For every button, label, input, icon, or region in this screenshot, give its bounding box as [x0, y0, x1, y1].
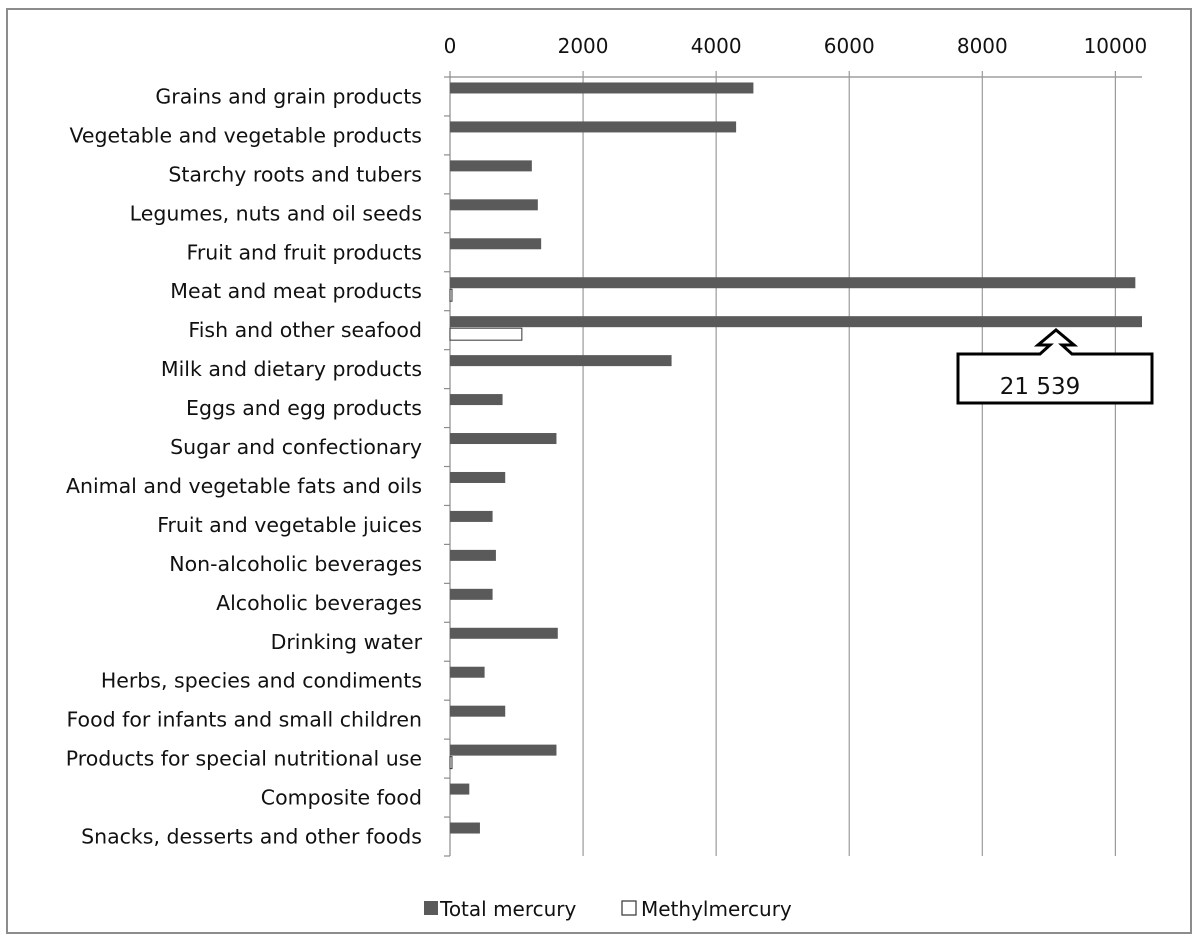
bar-total-mercury	[450, 277, 1136, 289]
bar-total-mercury	[450, 588, 493, 600]
category-label: Legumes, nuts and oil seeds	[130, 201, 422, 225]
bar-total-mercury	[450, 316, 1142, 328]
bar-methylmercury	[449, 288, 453, 302]
callout-box	[956, 328, 1154, 405]
category-label: Alcoholic beverages	[216, 591, 422, 615]
bar-total-mercury	[450, 705, 506, 717]
bar-total-mercury	[450, 238, 542, 250]
bars	[449, 82, 1142, 834]
value-callout: 21 539	[956, 328, 1154, 405]
legend-label-methylmercury: Methylmercury	[641, 897, 792, 921]
gridlines	[444, 71, 1142, 857]
category-label: Fruit and vegetable juices	[157, 513, 422, 537]
bar-total-mercury	[450, 394, 503, 406]
bar-total-mercury	[450, 783, 470, 795]
category-label: Snacks, desserts and other foods	[81, 825, 422, 849]
legend-label-total-mercury: Total mercury	[439, 897, 577, 921]
bar-total-mercury	[450, 471, 506, 483]
x-tick-label: 2000	[558, 34, 609, 58]
x-tick-label: 10000	[1084, 34, 1148, 58]
bar-total-mercury	[450, 82, 754, 94]
x-tick-label: 8000	[957, 34, 1008, 58]
bar-total-mercury	[450, 199, 538, 211]
bar-total-mercury	[450, 160, 532, 172]
legend-swatch-total-mercury	[424, 901, 438, 915]
legend-swatch-methylmercury	[621, 900, 637, 916]
chart-frame	[6, 8, 1192, 934]
category-label: Herbs, species and condiments	[101, 669, 422, 693]
bar-methylmercury	[449, 756, 453, 770]
x-tick-label: 6000	[824, 34, 875, 58]
category-label: Fruit and fruit products	[187, 240, 422, 264]
bar-total-mercury	[450, 744, 557, 756]
bar-total-mercury	[450, 549, 496, 561]
bar-total-mercury	[450, 121, 737, 133]
x-tick-label: 4000	[691, 34, 742, 58]
category-label: Fish and other seafood	[188, 318, 422, 342]
category-label: Eggs and egg products	[186, 396, 422, 420]
bar-total-mercury	[450, 433, 557, 445]
bar-total-mercury	[450, 627, 558, 639]
category-label: Composite food	[261, 786, 422, 810]
x-tick-label: 0	[444, 34, 457, 58]
category-label: Food for infants and small children	[66, 708, 422, 732]
category-label: Meat and meat products	[170, 279, 422, 303]
category-label: Animal and vegetable fats and oils	[66, 474, 422, 498]
bar-total-mercury	[450, 355, 672, 367]
bar-total-mercury	[450, 822, 480, 834]
category-label: Starchy roots and tubers	[168, 162, 422, 186]
bar-total-mercury	[450, 666, 485, 678]
category-label: Grains and grain products	[155, 84, 422, 108]
category-label: Sugar and confectionary	[170, 435, 422, 459]
category-label: Non-alcoholic beverages	[169, 552, 422, 576]
category-label: Products for special nutritional use	[66, 747, 422, 771]
category-label: Drinking water	[271, 630, 423, 654]
legend: Total mercury Methylmercury	[424, 897, 792, 921]
category-labels: Grains and grain products Vegetable and v…	[66, 84, 423, 848]
bar-total-mercury	[450, 510, 493, 522]
x-axis-ticks: 0 2000 4000 6000 8000 10000	[444, 34, 1148, 58]
category-label: Milk and dietary products	[161, 357, 422, 381]
bar-methylmercury	[449, 327, 523, 341]
category-label: Vegetable and vegetable products	[69, 123, 422, 147]
callout-value: 21 539	[1000, 374, 1080, 400]
